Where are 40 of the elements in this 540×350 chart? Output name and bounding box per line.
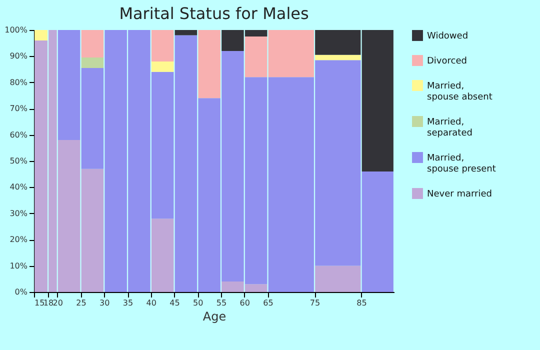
bar xyxy=(81,58,104,68)
x-tick-label: 30 xyxy=(100,298,110,308)
x-tick-label: 50 xyxy=(193,298,204,308)
y-tick-label: 100% xyxy=(4,26,28,34)
x-tick-label: 45 xyxy=(170,298,180,308)
x-tick-label: 65 xyxy=(263,298,274,308)
x-tick-label: 75 xyxy=(310,298,320,308)
bar xyxy=(151,218,174,292)
legend-label: Never married xyxy=(427,190,492,200)
bar xyxy=(198,30,220,98)
y-tick-label: 80% xyxy=(10,78,28,87)
y-tick-label: 0% xyxy=(14,288,28,296)
x-tick-label: 60 xyxy=(240,298,250,308)
x-tick-label: 35 xyxy=(122,298,134,308)
x-tick-label: 40 xyxy=(146,298,156,308)
y-tick-label: 70% xyxy=(10,104,28,114)
y-tick-label: 10% xyxy=(10,261,28,270)
y-tick-label: 90% xyxy=(10,52,28,61)
x-tick-label: 20 xyxy=(52,298,63,308)
y-tick-label: 50% xyxy=(10,156,28,166)
legend-label: Widowed xyxy=(427,32,468,42)
y-tick-label: 40% xyxy=(10,182,28,192)
x-tick-label: 18 xyxy=(43,298,54,308)
x-tick-label: 15 xyxy=(34,298,45,308)
legend-label: Married, separated xyxy=(427,118,472,138)
x-tick-label: 55 xyxy=(216,298,227,308)
chart-title: Marital Status for Males xyxy=(119,4,309,23)
bar xyxy=(174,30,198,36)
x-tick-label: 85 xyxy=(356,298,367,308)
y-tick-label: 20% xyxy=(10,235,28,244)
y-tick-label: 30% xyxy=(10,208,28,218)
legend-label: Divorced xyxy=(427,56,467,66)
x-axis-title: Age xyxy=(202,310,226,324)
x-tick-label: 25 xyxy=(76,298,86,308)
bar xyxy=(81,30,104,58)
legend-label: Married, spouse present xyxy=(427,154,496,174)
legend-label: Married, spouse absent xyxy=(427,82,493,102)
y-tick-label: 60% xyxy=(10,130,28,140)
bar xyxy=(151,30,174,62)
bar xyxy=(151,61,174,72)
